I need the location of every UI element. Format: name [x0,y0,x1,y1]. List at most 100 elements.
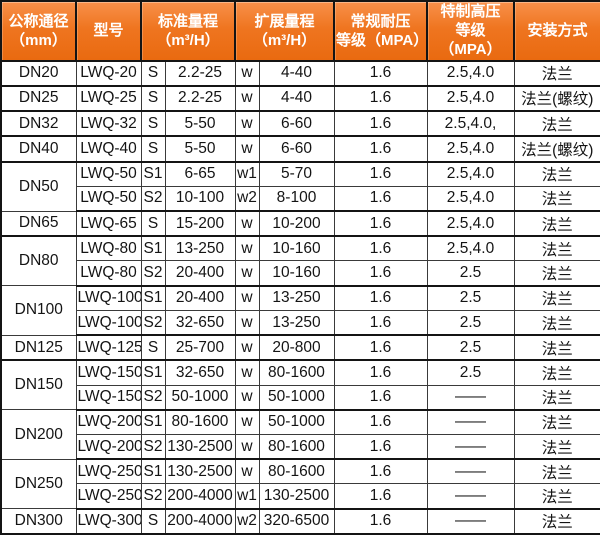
install-method-cell: 法兰 [513,60,600,87]
ext-range-cell: 4-40 [258,85,335,113]
ext-code-cell: w [234,285,260,311]
std-code-cell: S [140,508,166,535]
high-pressure-cell: 2.5,4.0 [426,235,515,262]
ext-range-cell: 13-250 [258,309,335,337]
ext-code-cell: w2 [234,508,260,535]
install-method-cell: 法兰 [513,210,600,238]
model-cell: LWQ-40 [75,135,142,163]
ext-range-cell: 20-800 [258,334,335,362]
high-pressure-cell: 2.5,4.0, [426,110,515,138]
install-method-cell: 法兰 [513,384,600,411]
regular-pressure-cell: 1.6 [333,508,428,535]
ext-range-cell: 6-60 [258,135,335,163]
std-code-cell: S1 [140,458,166,485]
std-range-cell: 200-4000 [164,483,236,510]
high-pressure-cell: 2.5 [426,260,515,287]
std-range-cell: 130-2500 [164,458,236,485]
dn-cell: DN65 [0,210,77,238]
ext-code-cell: w [234,409,260,436]
dn-cell: DN125 [0,334,77,362]
table-row: DN32 LWQ-32 S 5-50 w 6-60 1.6 2.5,4.0, 法兰 [0,110,600,138]
regular-pressure-cell: 1.6 [333,210,428,238]
std-range-cell: 5-50 [164,110,236,138]
ext-code-cell: w [234,210,260,238]
header-reg-line: 常规耐压 [350,12,411,30]
std-range-cell: 2.2-25 [164,85,236,113]
dn-cell: DN200 [0,409,77,460]
model-cell: LWQ-150 [75,384,142,411]
header-reg-line: 等级（MPA） [336,31,429,49]
install-method-cell: 法兰 [513,185,600,212]
high-pressure-cell: —— [426,483,515,510]
regular-pressure-cell: 1.6 [333,359,428,386]
install-method-cell: 法兰 [513,409,600,436]
model-cell: LWQ-25 [75,85,142,113]
install-method-cell: 法兰 [513,161,600,187]
model-cell: LWQ-250 [75,458,142,485]
ext-range-cell: 80-1600 [258,359,335,386]
high-pressure-cell: 2.5,4.0 [426,185,515,212]
ext-code-cell: w [234,384,260,411]
table-row: DN200 LWQ-200 S1 80-1600 w 50-1000 1.6 —— 法兰 [0,409,600,460]
table-row: DN125 LWQ-125 S 25-700 w 20-800 1.6 2.5 法兰 [0,334,600,362]
std-range-cell: 80-1600 [164,409,236,436]
regular-pressure-cell: 1.6 [333,458,428,485]
install-method-cell: 法兰 [513,458,600,485]
table-row: LWQ-150 S2 50-1000 w 50-1000 1.6 —— 法兰 [1,384,600,411]
high-pressure-cell: —— [426,384,515,411]
header-install: 安装方式 [513,0,600,62]
ext-range-cell: 50-1000 [258,384,335,411]
std-code-cell: S1 [140,409,166,436]
header-install-line: 安装方式 [527,22,588,40]
high-pressure-cell: —— [426,434,515,461]
header-high: 特制高压 等级（MPA） [426,0,515,62]
install-method-cell: 法兰 [513,110,600,138]
header-ext-line: （m³/H） [252,31,317,49]
dn-cell: DN150 [0,359,77,411]
dn-cell: DN300 [0,508,77,535]
regular-pressure-cell: 1.6 [333,409,428,436]
ext-range-cell: 80-1600 [258,458,335,485]
regular-pressure-cell: 1.6 [333,135,428,163]
ext-range-cell: 10-200 [258,210,335,238]
high-pressure-cell: —— [426,458,515,485]
ext-code-cell: w [234,235,260,262]
ext-code-cell: w [234,359,260,386]
ext-code-cell: w [234,260,260,287]
ext-code-cell: w1 [234,483,260,510]
high-pressure-cell: —— [426,508,515,535]
ext-range-cell: 50-1000 [258,409,335,436]
ext-code-cell: w [234,85,260,113]
regular-pressure-cell: 1.6 [333,161,428,187]
model-cell: LWQ-100 [75,285,142,311]
ext-range-cell: 5-70 [258,161,335,187]
regular-pressure-cell: 1.6 [333,235,428,262]
model-cell: LWQ-200 [75,409,142,436]
install-method-cell: 法兰 [513,334,600,362]
ext-code-cell: w [234,334,260,362]
std-range-cell: 15-200 [164,210,236,238]
std-range-cell: 25-700 [164,334,236,362]
install-method-cell: 法兰 [513,309,600,337]
dn-cell: DN40 [0,135,77,163]
high-pressure-cell: 2.5,4.0 [426,161,515,187]
regular-pressure-cell: 1.6 [333,334,428,362]
std-range-cell: 5-50 [164,135,236,163]
header-dn-line: 公称通径 [8,12,69,30]
model-cell: LWQ-250 [75,483,142,510]
model-cell: LWQ-125 [75,334,142,362]
dn-cell: DN100 [0,285,77,336]
dn-cell: DN80 [0,235,77,287]
install-method-cell: 法兰 [513,508,600,535]
table-row: DN250 LWQ-250 S1 130-2500 w 80-1600 1.6 —— 法兰 [0,458,600,510]
table-body: DN20 LWQ-20 S 2.2-25 w 4-40 1.6 2.5,4.0 法兰 DN25 LW… [0,60,600,535]
table-row: DN80 LWQ-80 S1 13-250 w 10-160 1.6 2.5,4.0 法兰 [0,235,600,287]
std-code-cell: S [140,135,166,163]
table-row: LWQ-200 S2 130-2500 w 80-1600 1.6 —— 法兰 [1,434,600,461]
install-method-cell: 法兰 [513,483,600,510]
header-dn-line: （mm） [10,31,67,49]
ext-range-cell: 4-40 [258,60,335,87]
std-code-cell: S1 [140,285,166,311]
dn-cell: DN20 [0,60,77,87]
header-row: 公称通径 （mm） 型号 标准量程 （m³/H） 扩展量程 （m³/H） 常规耐压 等级（MPA… [0,0,600,62]
